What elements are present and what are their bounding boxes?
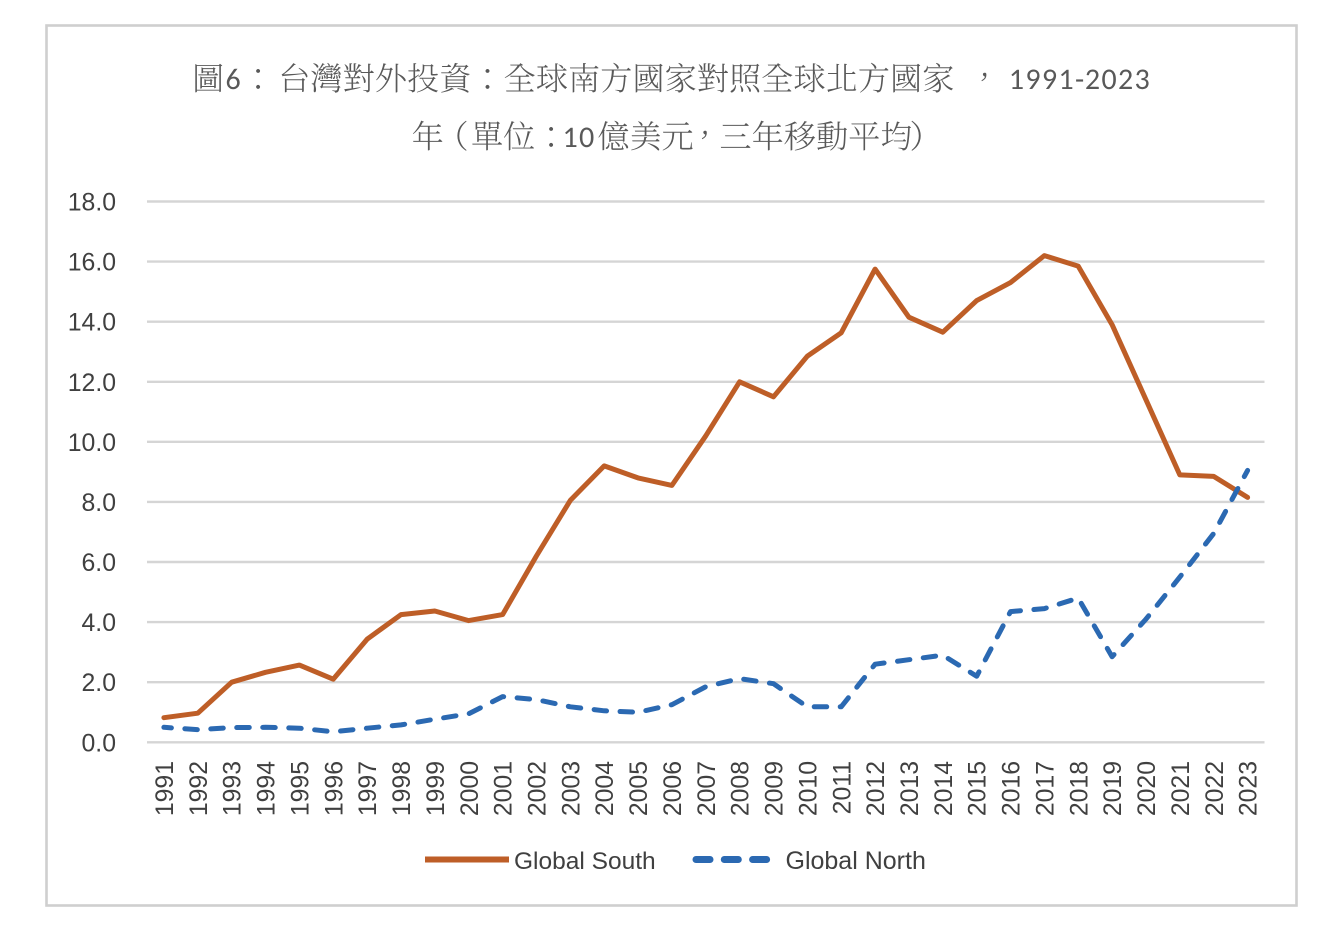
- svg-text:1999: 1999: [423, 761, 450, 816]
- svg-text:2021: 2021: [1168, 761, 1195, 816]
- svg-text:1997: 1997: [355, 761, 382, 816]
- svg-text:1993: 1993: [220, 761, 247, 816]
- svg-text:14.0: 14.0: [68, 310, 116, 337]
- svg-text:1991: 1991: [152, 761, 179, 816]
- svg-text:0.0: 0.0: [82, 730, 116, 757]
- svg-text:8.0: 8.0: [82, 490, 116, 517]
- svg-text:Global North: Global North: [786, 847, 926, 875]
- svg-text:6.0: 6.0: [82, 550, 116, 577]
- svg-text:2022: 2022: [1202, 761, 1229, 816]
- svg-text:2009: 2009: [762, 761, 789, 816]
- svg-text:2010: 2010: [795, 761, 822, 816]
- svg-text:2014: 2014: [931, 761, 958, 816]
- svg-text:2000: 2000: [457, 761, 484, 816]
- svg-text:1996: 1996: [321, 761, 348, 816]
- svg-text:2004: 2004: [592, 761, 619, 816]
- svg-text:2007: 2007: [694, 761, 721, 816]
- svg-text:2005: 2005: [626, 761, 653, 816]
- svg-text:1992: 1992: [186, 761, 213, 816]
- svg-text:1995: 1995: [287, 761, 314, 816]
- svg-text:2019: 2019: [1100, 761, 1127, 816]
- svg-text:2015: 2015: [965, 761, 992, 816]
- svg-text:2011: 2011: [829, 761, 856, 814]
- svg-text:Global South: Global South: [514, 848, 656, 875]
- svg-text:16.0: 16.0: [68, 250, 116, 277]
- svg-text:2013: 2013: [897, 761, 924, 816]
- svg-text:2006: 2006: [660, 761, 687, 816]
- svg-text:2017: 2017: [1032, 761, 1059, 816]
- svg-text:2012: 2012: [863, 761, 890, 816]
- svg-text:12.0: 12.0: [68, 370, 116, 397]
- svg-text:1994: 1994: [254, 761, 281, 816]
- svg-text:10.0: 10.0: [68, 430, 116, 457]
- svg-text:1998: 1998: [389, 761, 416, 816]
- svg-text:2016: 2016: [999, 761, 1026, 816]
- svg-text:18.0: 18.0: [68, 190, 116, 217]
- svg-text:2020: 2020: [1134, 761, 1161, 816]
- svg-text:2018: 2018: [1066, 761, 1093, 816]
- svg-text:2003: 2003: [558, 761, 585, 816]
- svg-text:4.0: 4.0: [82, 610, 116, 637]
- svg-text:2.0: 2.0: [82, 670, 116, 697]
- svg-text:2023: 2023: [1236, 761, 1263, 816]
- svg-text:2002: 2002: [524, 761, 551, 816]
- svg-text:2008: 2008: [728, 761, 755, 816]
- svg-text:2001: 2001: [491, 761, 518, 816]
